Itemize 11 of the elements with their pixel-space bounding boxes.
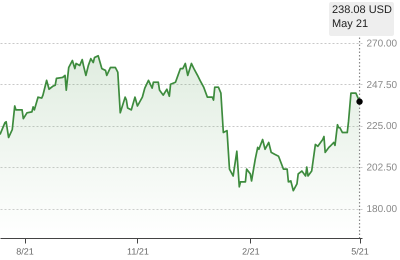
- y-tick-label: 180.00: [366, 204, 398, 216]
- x-tick-label: 2/21: [242, 246, 260, 256]
- y-tick-label: 202.50: [366, 162, 398, 174]
- y-tick-label: 225.00: [366, 121, 398, 132]
- annotation: 238.08 USD: [332, 4, 392, 16]
- x-tick-label: 11/21: [127, 246, 149, 256]
- annotation: May 21: [332, 18, 368, 30]
- x-tick-label: 5/21: [351, 246, 369, 256]
- y-tick-label: 270.00: [366, 38, 398, 50]
- y-tick-label: 247.50: [366, 80, 398, 91]
- x-tick-label: 8/21: [16, 246, 34, 256]
